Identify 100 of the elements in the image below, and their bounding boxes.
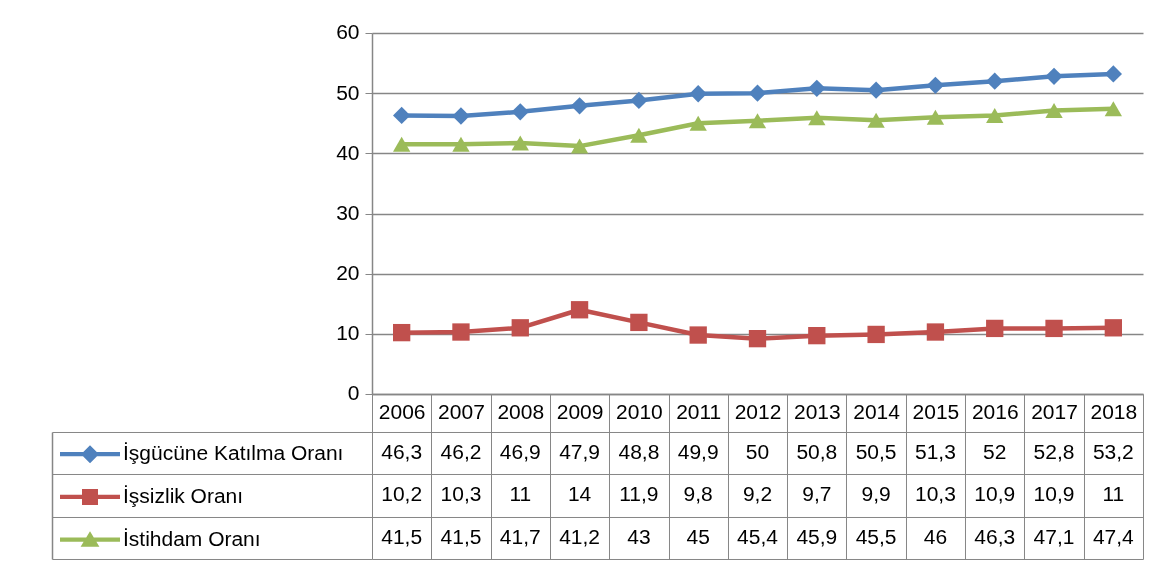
point bbox=[689, 85, 707, 103]
x-tick-label: 2011 bbox=[676, 400, 722, 424]
point bbox=[748, 329, 767, 348]
point bbox=[867, 325, 885, 344]
point bbox=[986, 72, 1004, 90]
data-label: 52 bbox=[983, 440, 1007, 464]
point bbox=[986, 319, 1004, 338]
x-tick-label: 2006 bbox=[378, 400, 426, 424]
legend-label: İstihdam Oranı bbox=[123, 526, 261, 550]
point bbox=[808, 110, 826, 126]
data-label: 45 bbox=[686, 524, 710, 548]
point bbox=[926, 109, 945, 125]
data-label: 41,5 bbox=[381, 524, 423, 548]
y-tick-label: 10 bbox=[336, 321, 360, 345]
data-label: 10,3 bbox=[915, 482, 956, 506]
data-label: 10,9 bbox=[1033, 482, 1075, 506]
y-tick-label: 20 bbox=[336, 261, 360, 285]
data-label: 11 bbox=[509, 482, 532, 506]
point bbox=[1104, 319, 1122, 337]
point bbox=[570, 301, 589, 319]
x-tick-label: 2015 bbox=[912, 400, 960, 424]
data-label: 49,9 bbox=[677, 440, 719, 464]
point bbox=[452, 136, 470, 152]
point bbox=[570, 97, 589, 115]
point bbox=[1045, 103, 1063, 119]
data-label: 41,2 bbox=[559, 524, 600, 548]
data-label: 10,2 bbox=[381, 482, 423, 506]
point bbox=[926, 323, 945, 341]
point bbox=[1104, 65, 1122, 83]
point bbox=[393, 323, 411, 342]
point bbox=[630, 91, 648, 110]
x-tick-label: 2007 bbox=[438, 400, 485, 424]
data-label: 41,5 bbox=[440, 524, 482, 548]
point bbox=[630, 127, 648, 143]
point bbox=[689, 326, 707, 344]
data-label: 11 bbox=[1102, 482, 1125, 506]
data-label: 45,9 bbox=[796, 524, 838, 548]
data-label: 50,5 bbox=[855, 440, 897, 464]
point bbox=[1104, 101, 1122, 117]
point bbox=[748, 84, 767, 102]
y-tick-label: 50 bbox=[336, 80, 360, 104]
data-label: 10,9 bbox=[974, 482, 1016, 506]
x-tick-label: 2009 bbox=[556, 400, 604, 424]
data-label: 41,7 bbox=[499, 524, 541, 548]
point bbox=[630, 313, 648, 332]
legend-label: İşsizlik Oranı bbox=[123, 483, 244, 507]
legend-label: İşgücüne Katılma Oranı bbox=[123, 441, 344, 465]
data-label: 45,5 bbox=[855, 524, 897, 548]
data-label: 10,3 bbox=[440, 482, 482, 506]
data-label: 9,9 bbox=[861, 482, 891, 506]
x-tick-label: 2013 bbox=[793, 400, 841, 424]
data-label: 51,3 bbox=[915, 440, 956, 464]
data-label: 50,8 bbox=[796, 440, 838, 464]
point bbox=[808, 79, 826, 98]
data-label: 46,2 bbox=[440, 440, 482, 464]
point bbox=[452, 107, 470, 125]
x-tick-label: 2016 bbox=[971, 400, 1019, 424]
data-label: 46,3 bbox=[974, 524, 1016, 548]
point bbox=[867, 81, 885, 99]
x-tick-label: 2018 bbox=[1090, 400, 1138, 424]
data-label: 46,3 bbox=[381, 440, 423, 464]
point bbox=[867, 112, 885, 128]
point bbox=[926, 76, 945, 94]
data-label: 46 bbox=[923, 524, 948, 548]
point bbox=[986, 107, 1004, 123]
point bbox=[1045, 319, 1063, 338]
data-label: 45,4 bbox=[737, 524, 779, 548]
data-label: 48,8 bbox=[618, 440, 660, 464]
x-tick-label: 2008 bbox=[497, 400, 545, 424]
point bbox=[511, 135, 529, 151]
y-tick-label: 0 bbox=[347, 381, 360, 405]
point bbox=[748, 113, 767, 129]
y-tick-label: 40 bbox=[336, 140, 360, 164]
point bbox=[511, 103, 529, 121]
point bbox=[570, 138, 589, 154]
data-label: 47,4 bbox=[1092, 524, 1135, 548]
data-label: 43 bbox=[627, 524, 651, 548]
point bbox=[808, 326, 826, 345]
data-label: 47,1 bbox=[1033, 524, 1075, 548]
data-label: 52,8 bbox=[1033, 440, 1075, 464]
x-tick-label: 2017 bbox=[1031, 400, 1078, 424]
data-label: 14 bbox=[567, 482, 592, 506]
point bbox=[511, 319, 529, 337]
data-label: 50 bbox=[745, 440, 770, 464]
y-tick-label: 30 bbox=[336, 201, 360, 224]
data-label: 9,7 bbox=[802, 482, 832, 506]
data-label: 47,9 bbox=[559, 440, 600, 464]
x-tick-label: 2012 bbox=[734, 400, 782, 424]
point bbox=[452, 323, 470, 341]
data-label: 11,9 bbox=[619, 482, 659, 506]
data-label: 53,2 bbox=[1092, 440, 1134, 464]
point bbox=[393, 136, 411, 152]
data-label: 46,9 bbox=[499, 440, 541, 464]
point bbox=[1045, 67, 1063, 85]
point bbox=[689, 115, 707, 131]
data-label: 9,8 bbox=[683, 482, 713, 506]
point bbox=[393, 106, 411, 125]
x-tick-label: 2014 bbox=[853, 400, 901, 424]
data-label: 9,2 bbox=[742, 482, 773, 506]
x-tick-label: 2010 bbox=[616, 400, 663, 424]
